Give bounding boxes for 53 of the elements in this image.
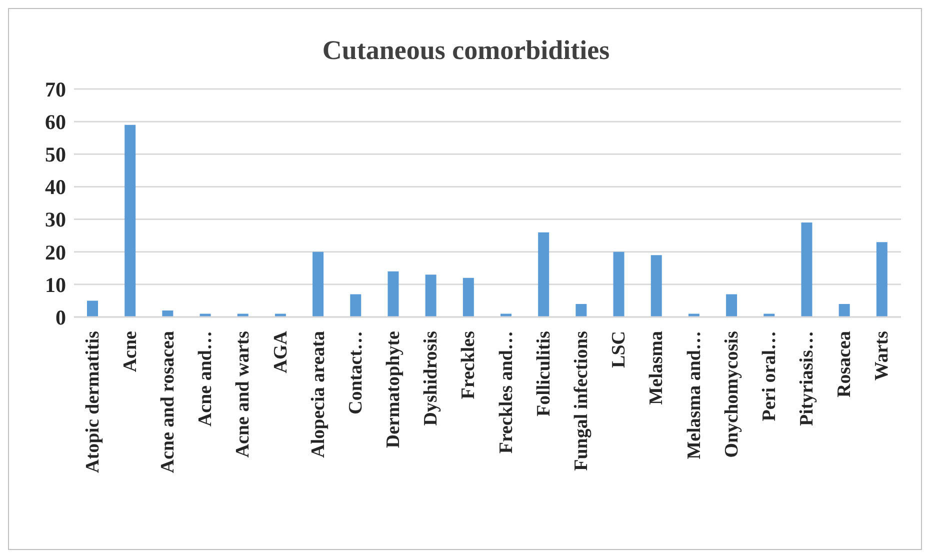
x-tick-label: Contact…: [345, 331, 366, 414]
y-tick-label: 60: [45, 110, 66, 134]
x-tick-label: Atopic dermatitis: [82, 331, 104, 473]
bar: [500, 314, 512, 317]
bar: [838, 304, 850, 317]
x-tick-label: Warts: [872, 331, 893, 381]
y-tick-label: 0: [56, 305, 66, 330]
x-tick-label: Alopecia areata: [308, 330, 329, 458]
x-tick-label: Melasma and…: [684, 331, 705, 460]
x-tick-label: LSC: [608, 331, 630, 368]
x-tick-label: Rosacea: [834, 330, 856, 398]
x-tick-label: Pityriasis…: [796, 331, 818, 426]
y-tick-label: 20: [45, 240, 66, 264]
bar: [124, 124, 136, 317]
bar: [388, 271, 399, 317]
y-tick-label: 40: [45, 175, 66, 200]
x-tick-label: Folliculitis: [533, 331, 554, 416]
x-tick-label: Dermatophyte: [383, 331, 404, 448]
x-tick-label: Fungal infections: [570, 331, 592, 471]
y-tick-label: 30: [45, 208, 66, 232]
bar: [237, 314, 248, 317]
x-tick-label: Melasma: [646, 330, 668, 405]
bar: [350, 294, 362, 317]
bar: [162, 310, 174, 317]
chart-title: Cutaneous comorbidities: [321, 35, 611, 66]
x-tick-label: Acne and rosacea: [157, 330, 178, 474]
y-tick-label: 50: [45, 142, 66, 167]
x-tick-label: Peri oral…: [758, 331, 780, 422]
bar: [726, 294, 738, 317]
bar: [801, 222, 812, 317]
bar: [538, 232, 550, 317]
x-tick-label: Acne and…: [195, 331, 216, 427]
x-tick-label: Dyshidrosis: [420, 331, 442, 426]
y-tick-label: 10: [45, 272, 66, 297]
bar: [425, 274, 436, 317]
bar: [650, 255, 662, 317]
x-tick-label: AGA: [270, 330, 292, 374]
x-tick-label: Freckles and…: [496, 331, 517, 454]
x-tick-label: Acne: [120, 331, 141, 372]
bar: [462, 278, 474, 317]
x-tick-label: Freckles: [458, 331, 480, 400]
bar: [613, 252, 624, 317]
bar: [764, 314, 775, 317]
y-tick-label: 70: [45, 77, 66, 102]
bar: [312, 252, 324, 317]
bar: [274, 314, 286, 317]
bar: [688, 314, 700, 317]
bar: [876, 242, 888, 317]
bar: [576, 304, 587, 317]
x-tick-label: Onychomycosis: [721, 331, 742, 458]
bar: [200, 314, 211, 317]
bar: [87, 300, 98, 317]
x-tick-label: Acne and warts: [232, 331, 254, 458]
